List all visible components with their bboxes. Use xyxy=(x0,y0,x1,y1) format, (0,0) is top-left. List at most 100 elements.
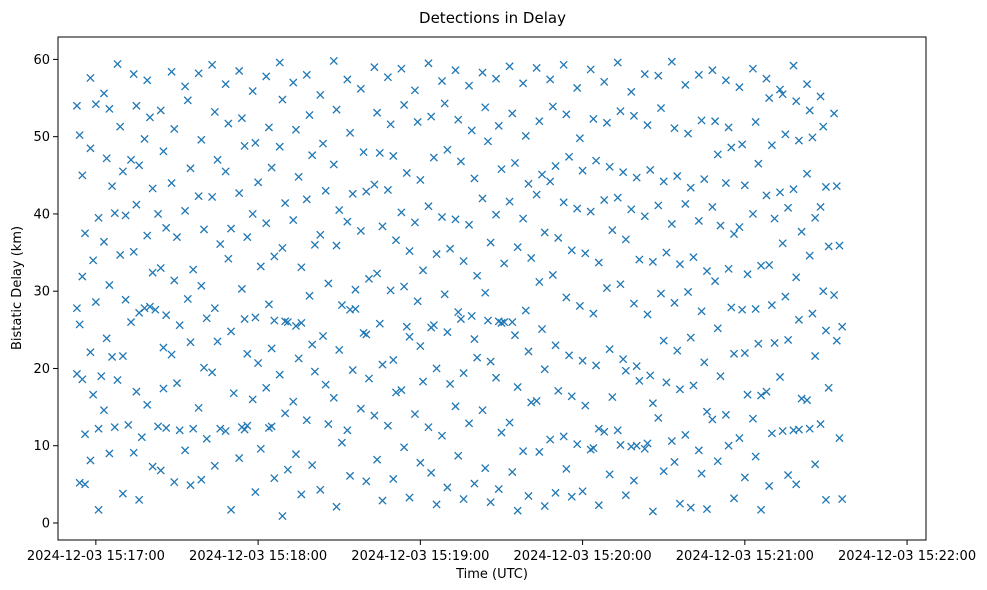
data-point xyxy=(478,406,487,415)
data-point xyxy=(486,238,495,247)
data-point xyxy=(364,274,374,283)
data-point xyxy=(586,65,595,74)
data-point xyxy=(383,185,392,195)
data-point xyxy=(483,137,493,146)
data-point xyxy=(643,310,652,319)
data-point xyxy=(386,120,395,129)
data-point xyxy=(697,116,706,125)
data-point xyxy=(540,365,549,374)
data-point xyxy=(416,458,425,467)
data-point xyxy=(537,325,547,334)
x-axis-label: Time (UTC) xyxy=(455,567,528,582)
data-point xyxy=(756,505,766,514)
data-point xyxy=(116,122,125,131)
data-point xyxy=(302,195,311,204)
data-point xyxy=(289,78,298,87)
data-point xyxy=(126,155,136,164)
data-point xyxy=(186,481,195,490)
data-point xyxy=(270,474,279,483)
data-point xyxy=(578,487,587,496)
data-point xyxy=(724,264,733,273)
data-point xyxy=(397,64,406,73)
data-point xyxy=(148,268,157,277)
data-point xyxy=(697,307,706,316)
data-point xyxy=(440,290,449,299)
data-point xyxy=(794,315,803,324)
data-point xyxy=(148,462,157,471)
data-point xyxy=(508,467,517,477)
x-tick-label: 2024-12-03 15:22:00 xyxy=(838,549,976,564)
data-point xyxy=(124,420,133,429)
data-point xyxy=(148,184,157,193)
data-point xyxy=(770,338,779,348)
data-point xyxy=(451,66,460,75)
data-point xyxy=(743,390,752,399)
data-point xyxy=(713,457,722,466)
data-point xyxy=(132,200,141,209)
data-point xyxy=(792,273,801,282)
data-point xyxy=(105,280,114,290)
data-point xyxy=(343,217,352,226)
data-point xyxy=(321,186,330,195)
data-point xyxy=(143,231,152,240)
data-point xyxy=(619,168,628,177)
data-point xyxy=(281,317,290,326)
data-point xyxy=(708,202,717,212)
data-point xyxy=(565,351,574,360)
data-point xyxy=(226,327,236,336)
data-point xyxy=(600,427,609,436)
data-point xyxy=(581,401,590,410)
data-point xyxy=(108,352,117,361)
data-point xyxy=(505,62,514,71)
data-point xyxy=(237,284,246,293)
data-point xyxy=(702,505,712,514)
data-point xyxy=(491,210,501,219)
data-point xyxy=(129,448,138,457)
data-point xyxy=(86,144,95,153)
data-point xyxy=(356,226,365,235)
data-point xyxy=(140,304,149,313)
data-point xyxy=(594,424,603,433)
data-point xyxy=(629,299,639,308)
data-point xyxy=(121,211,130,220)
data-point xyxy=(740,473,749,482)
data-point xyxy=(562,110,571,119)
data-point xyxy=(159,343,168,352)
data-point xyxy=(424,59,433,68)
data-point xyxy=(794,136,803,145)
data-point xyxy=(675,385,684,394)
data-point xyxy=(694,70,703,79)
data-point xyxy=(792,97,801,106)
y-tick-label: 60 xyxy=(33,53,50,68)
data-point xyxy=(832,182,841,191)
data-point xyxy=(264,300,273,309)
data-point xyxy=(316,230,325,239)
data-point xyxy=(548,102,557,111)
y-tick-label: 50 xyxy=(33,130,50,145)
data-point xyxy=(283,318,292,327)
data-point xyxy=(359,148,368,157)
y-tick-label: 0 xyxy=(42,517,50,532)
data-point xyxy=(748,209,758,218)
data-point xyxy=(343,426,352,435)
data-point xyxy=(654,71,663,80)
data-point xyxy=(243,421,252,430)
y-tick-label: 20 xyxy=(33,362,50,377)
x-tick-label: 2024-12-03 15:21:00 xyxy=(676,549,814,564)
data-point xyxy=(132,101,141,110)
data-point xyxy=(99,237,109,246)
data-point xyxy=(400,100,409,110)
data-point xyxy=(72,101,81,110)
data-point xyxy=(437,212,447,222)
data-point xyxy=(654,201,663,210)
data-point xyxy=(738,140,747,149)
data-point xyxy=(418,377,428,386)
data-point xyxy=(816,202,825,212)
axes-frame xyxy=(57,36,927,541)
x-axis: 2024-12-03 15:17:00 2024-12-03 15:18:00 20… xyxy=(27,540,976,564)
data-point xyxy=(662,378,671,387)
data-point xyxy=(686,503,695,512)
data-point xyxy=(497,165,506,174)
data-point xyxy=(216,240,225,249)
data-point xyxy=(524,347,533,356)
